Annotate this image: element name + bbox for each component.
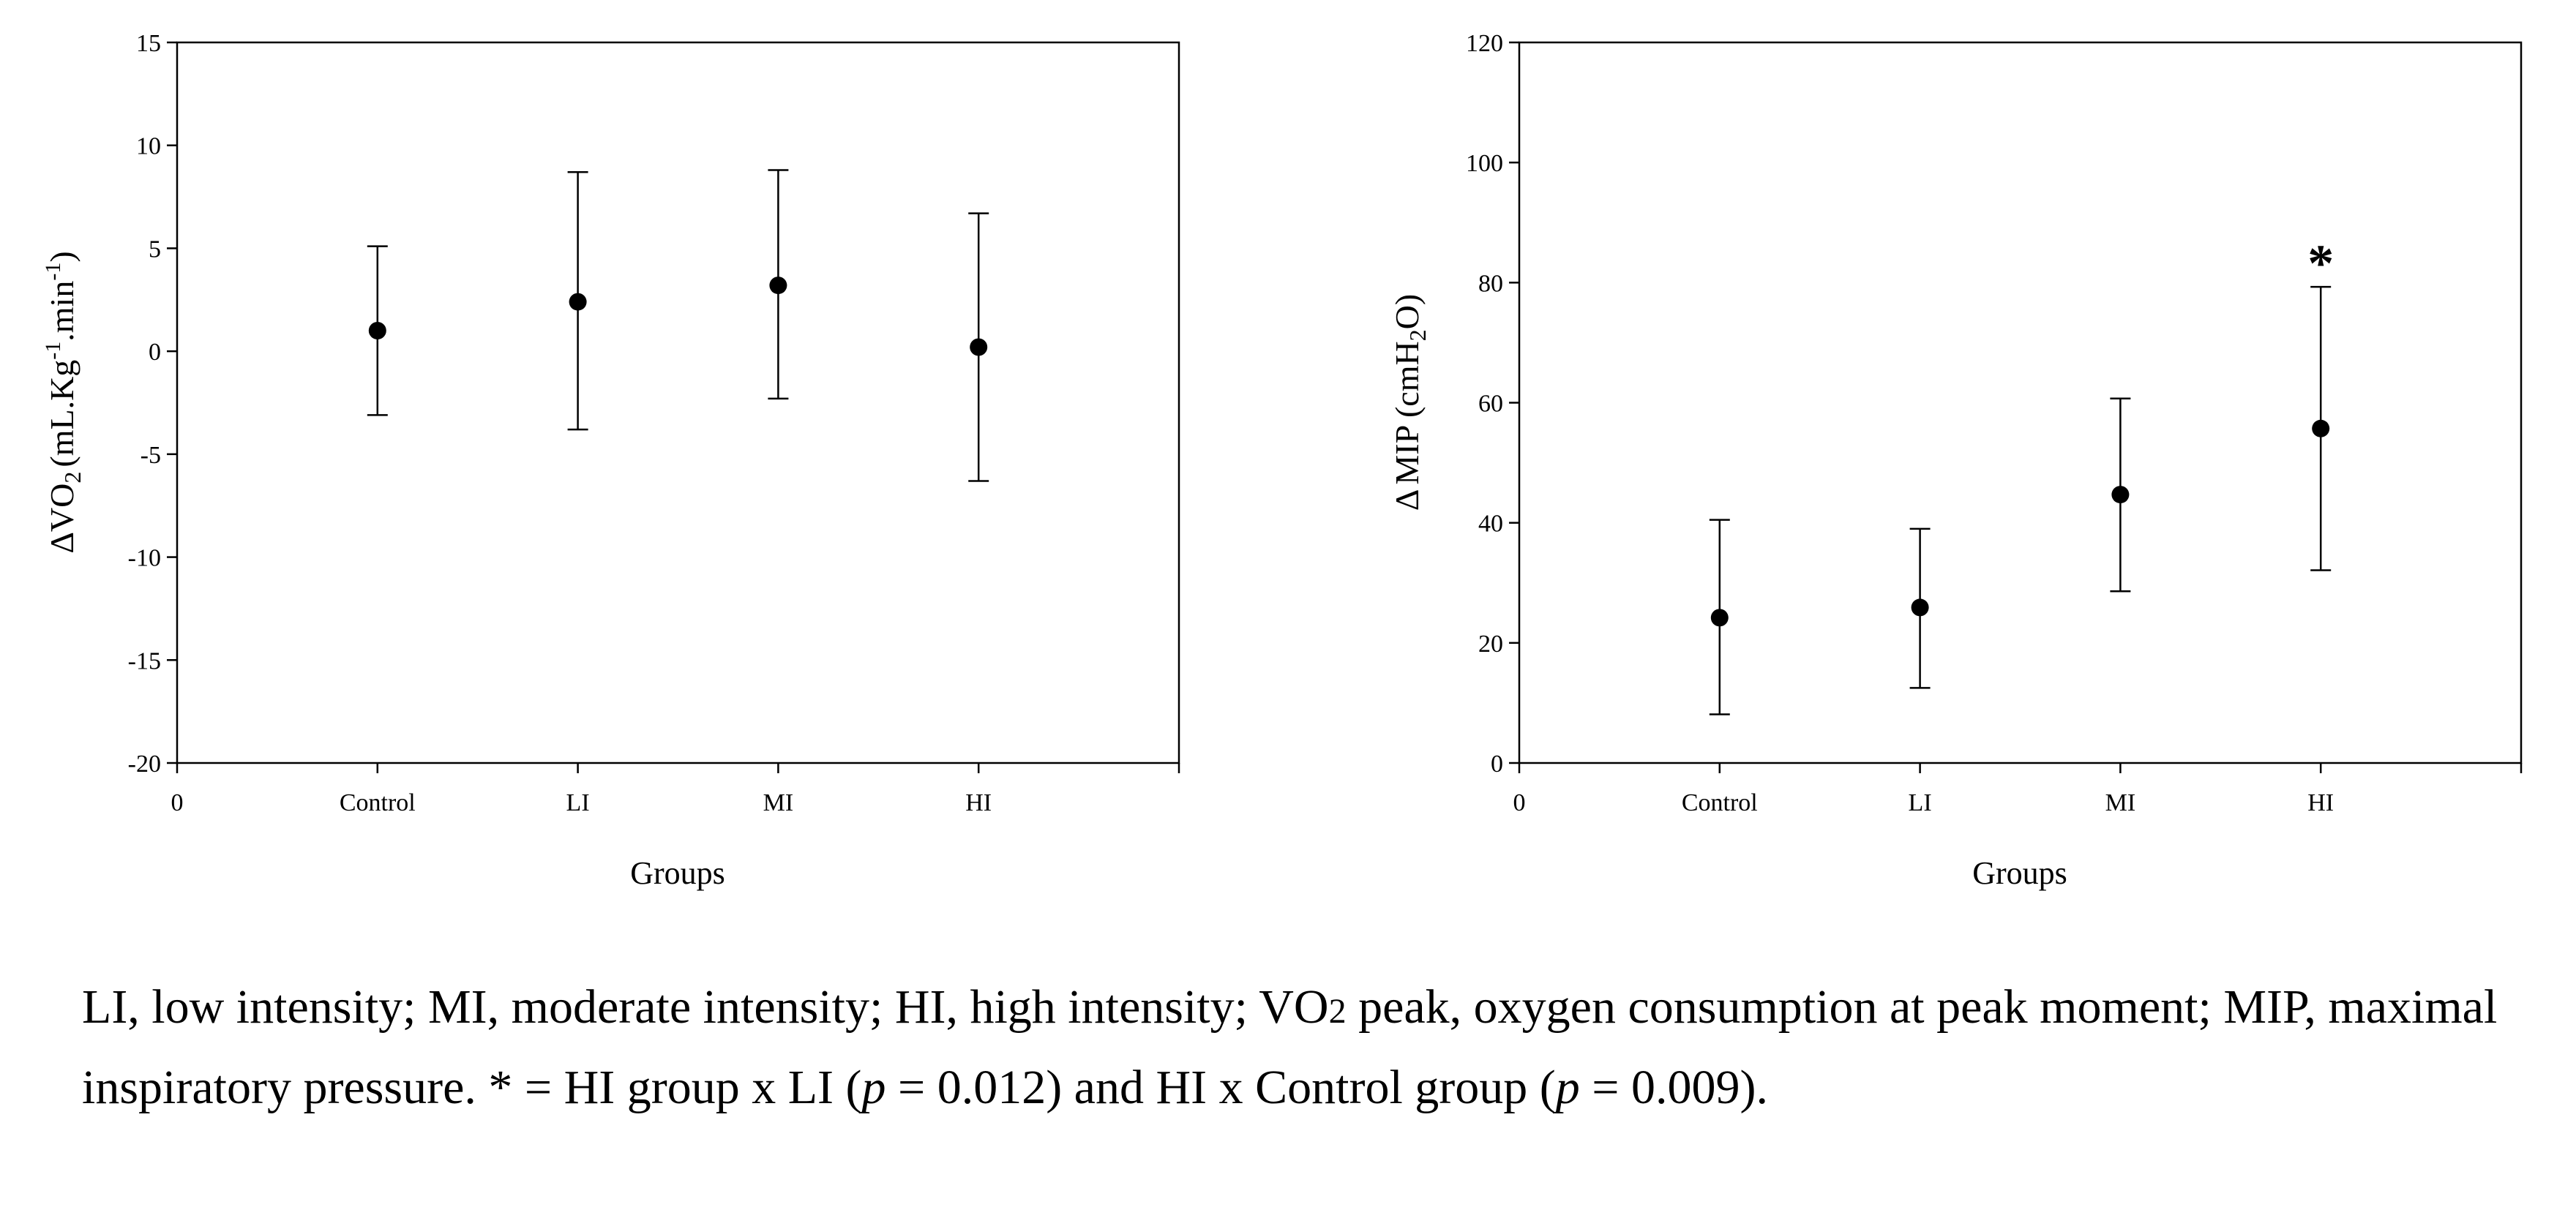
mip-y-axis-title: ΔMIP (cmH2O) xyxy=(1388,294,1431,511)
mip-y-tick-label: 0 xyxy=(1491,751,1503,778)
caption-text-4: = 0.009). xyxy=(1579,1061,1768,1114)
figure-caption: LI, low intensity; MI, moderate intensit… xyxy=(82,969,2563,1126)
mip-significance-star: * xyxy=(2307,234,2334,293)
vo2-point-mi xyxy=(769,277,787,295)
vo2-y-tick-label: -15 xyxy=(128,647,161,674)
mip-x-tick-label-li: LI xyxy=(1909,789,1932,816)
mip-x-axis-title: Groups xyxy=(1972,855,2067,891)
vo2-x-tick-label-li: LI xyxy=(566,789,590,816)
mip-y-tick-label: 20 xyxy=(1478,631,1503,658)
caption-subscript: 2 xyxy=(1328,992,1347,1031)
caption-p-symbol-2: p xyxy=(1555,1061,1580,1114)
mip-y-tick-label: 80 xyxy=(1478,270,1503,297)
vo2-y-tick-label: -5 xyxy=(141,442,161,469)
vo2-y-tick-label: -20 xyxy=(128,751,161,778)
vo2-x-axis-title: Groups xyxy=(630,855,725,891)
mip-x-tick-label-mi: MI xyxy=(2105,789,2136,816)
vo2-x-tick-label-hi: HI xyxy=(965,789,992,816)
mip-y-tick-label: 100 xyxy=(1466,150,1503,177)
vo2-y-axis: 15 10 5 0 -5 -10 -15 -20 xyxy=(128,30,177,778)
vo2-y-tick-label: 15 xyxy=(136,30,161,57)
caption-text-1: LI, low intensity; MI, moderate intensit… xyxy=(82,980,1329,1034)
vo2-point-li xyxy=(569,293,587,311)
vo2-point-hi xyxy=(970,338,988,356)
caption-p-symbol-1: p xyxy=(861,1061,886,1114)
vo2-y-axis-title: ΔVO2(mL.Kg-1.min-1) xyxy=(41,251,86,553)
mip-y-tick-label: 40 xyxy=(1478,511,1503,538)
mip-point-hi xyxy=(2312,419,2330,437)
vo2-x-tick-label-mi: MI xyxy=(763,789,794,816)
mip-y-tick-label: 120 xyxy=(1466,30,1503,57)
caption-text-2: peak, oxygen consumption at peak moment;… xyxy=(82,980,2498,1114)
vo2-y-tick-label: 5 xyxy=(149,236,161,263)
caption-text-3: = 0.012) and HI x Control group ( xyxy=(886,1061,1556,1114)
mip-point-li xyxy=(1911,598,1929,617)
vo2-x-tick-label-control: Control xyxy=(340,789,416,816)
vo2-x-axis: 0 Control LI MI HI xyxy=(171,763,1180,816)
vo2-y-tick-label: 10 xyxy=(136,133,161,160)
vo2-plot-frame xyxy=(176,41,1180,764)
mip-x-tick-label-control: Control xyxy=(1682,789,1758,816)
vo2-y-tick-label: -10 xyxy=(128,545,161,572)
mip-x-tick-label-zero: 0 xyxy=(1513,789,1526,816)
mip-x-tick-label-hi: HI xyxy=(2307,789,2334,816)
mip-plot-frame xyxy=(1518,41,2523,764)
mip-data-marks: * xyxy=(1709,234,2334,715)
mip-x-axis: 0 Control LI MI HI xyxy=(1513,763,2523,816)
mip-point-control xyxy=(1710,609,1729,627)
vo2-data-marks xyxy=(367,169,989,482)
mip-y-axis: 120 100 80 60 40 20 0 xyxy=(1466,30,1519,778)
mip-y-tick-label: 60 xyxy=(1478,391,1503,418)
vo2-x-tick-label-zero: 0 xyxy=(171,789,184,816)
vo2-y-tick-label: 0 xyxy=(149,339,161,366)
vo2-point-control xyxy=(368,322,386,339)
mip-point-mi xyxy=(2111,486,2130,504)
